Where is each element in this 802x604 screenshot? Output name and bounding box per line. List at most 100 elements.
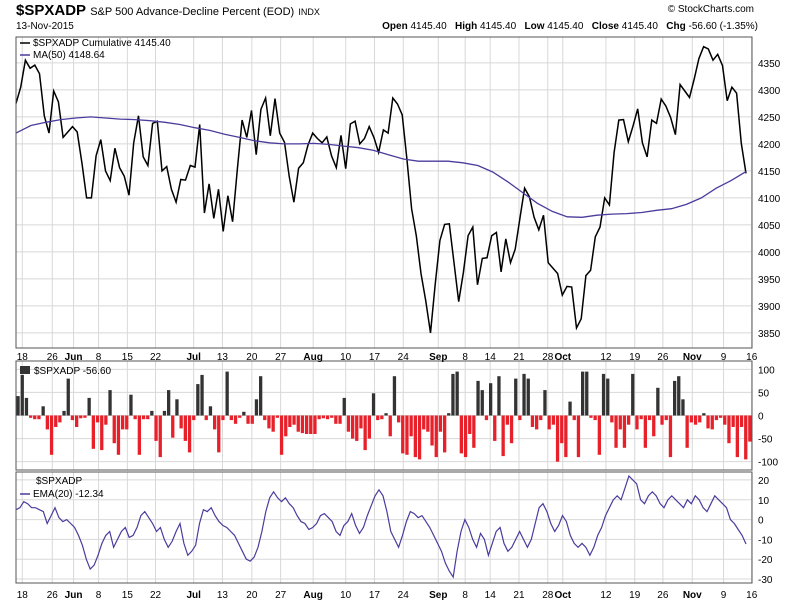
ad-bar <box>29 415 33 418</box>
ad-bar <box>673 380 677 416</box>
ad-bar <box>551 415 555 425</box>
x-tick-label: 16 <box>746 590 758 601</box>
y-tick-label: 20 <box>758 476 770 487</box>
x-tick-label: 13 <box>217 590 229 601</box>
ad-bar <box>409 415 413 437</box>
ad-bar <box>543 390 547 416</box>
ad-bar <box>434 415 438 458</box>
ad-bar <box>104 415 108 425</box>
ad-bar <box>263 415 267 421</box>
x-tick-label: 10 <box>340 590 352 601</box>
x-tick-label: 27 <box>275 352 287 363</box>
close-value: 4145.40 <box>621 21 658 32</box>
y-tick-label: 4300 <box>758 86 781 97</box>
x-tick-label: 27 <box>275 590 287 601</box>
panel-frame <box>15 360 753 471</box>
ad-bar <box>476 380 480 416</box>
ad-bar <box>221 415 225 421</box>
x-tick-label: 19 <box>629 590 641 601</box>
ad-bar <box>175 399 179 416</box>
high-value: 4145.40 <box>479 21 517 32</box>
ad-bar <box>664 415 668 421</box>
ad-bar <box>49 415 54 455</box>
ad-bar <box>601 373 606 416</box>
ad-bar <box>430 415 434 446</box>
ad-bar <box>158 415 162 458</box>
x-tick-label: Jul <box>186 590 201 601</box>
symbol-label: $SPXADP <box>16 2 87 19</box>
ad-bar <box>568 401 572 416</box>
ad-bar <box>70 415 75 421</box>
ad-bar <box>606 378 610 416</box>
ad-bar <box>334 415 338 424</box>
x-tick-label: 12 <box>600 352 612 363</box>
ad-bar <box>426 415 430 432</box>
x-tick-label: Sep <box>429 590 447 601</box>
y-tick-label: 100 <box>758 365 775 376</box>
ad-bar <box>547 415 551 430</box>
ad-bar <box>514 378 518 416</box>
ad-bar <box>58 415 62 423</box>
x-tick-label: 12 <box>600 590 612 601</box>
ad-bar <box>208 406 213 416</box>
credit-label[interactable]: © StockCharts.com <box>667 4 754 15</box>
ad-bar <box>196 384 200 416</box>
ad-bar <box>635 415 639 430</box>
ad-bar <box>137 415 141 455</box>
x-tick-label: Aug <box>303 590 322 601</box>
x-tick-label: 26 <box>47 352 59 363</box>
ad-bar <box>505 415 509 425</box>
ad-bar <box>288 415 292 427</box>
ad-bar <box>363 415 367 451</box>
ad-bar <box>141 415 146 420</box>
x-tick-label: Aug <box>303 352 322 363</box>
y-tick-label: 4250 <box>758 113 781 124</box>
x-tick-label: Oct <box>554 590 571 601</box>
ad-bar <box>112 415 116 444</box>
x-tick-label: 20 <box>246 352 258 363</box>
ad-bar <box>309 415 313 434</box>
ad-bar <box>225 371 229 416</box>
panel3-title: $SPXADP <box>36 476 82 487</box>
ad-bar <box>367 415 371 439</box>
ad-bar <box>66 378 70 416</box>
x-tick-label: 28 <box>542 352 554 363</box>
ad-bar <box>62 410 66 416</box>
ad-bar <box>380 415 384 420</box>
x-tick-label: 9 <box>721 352 727 363</box>
ad-bar <box>417 415 422 460</box>
ad-bar <box>693 415 698 425</box>
ad-bar <box>284 415 288 437</box>
ma50-series-line <box>15 116 747 218</box>
ad-bar <box>526 378 530 416</box>
ad-bar <box>83 415 87 418</box>
ad-bar <box>37 415 41 420</box>
ad-bar <box>246 415 250 424</box>
x-tick-label: Jun <box>65 352 83 363</box>
ad-bar <box>489 383 493 416</box>
ad-bar <box>376 415 380 421</box>
x-tick-label: 15 <box>122 590 134 601</box>
ad-bar <box>192 415 196 421</box>
ad-bar <box>200 374 204 416</box>
x-tick-label: Nov <box>683 352 702 363</box>
ad-bar <box>497 376 501 416</box>
y-tick-label: -20 <box>758 555 773 566</box>
x-tick-label: 21 <box>513 590 525 601</box>
ad-bar <box>585 371 589 416</box>
ad-bar <box>146 415 150 420</box>
ad-bar <box>342 397 346 416</box>
ad-bar <box>677 376 681 416</box>
ad-bar <box>618 415 622 430</box>
y-tick-label: -50 <box>758 435 773 446</box>
ad-bar <box>317 415 321 420</box>
chg-value: -56.60 (-1.35%) <box>688 21 758 32</box>
ad-bar <box>292 415 296 425</box>
ad-bar <box>351 415 355 439</box>
ad-bar <box>33 415 37 420</box>
ad-bar <box>388 415 392 437</box>
x-tick-label: Nov <box>683 590 702 601</box>
ad-bar <box>254 399 259 416</box>
ad-bar <box>735 415 739 458</box>
